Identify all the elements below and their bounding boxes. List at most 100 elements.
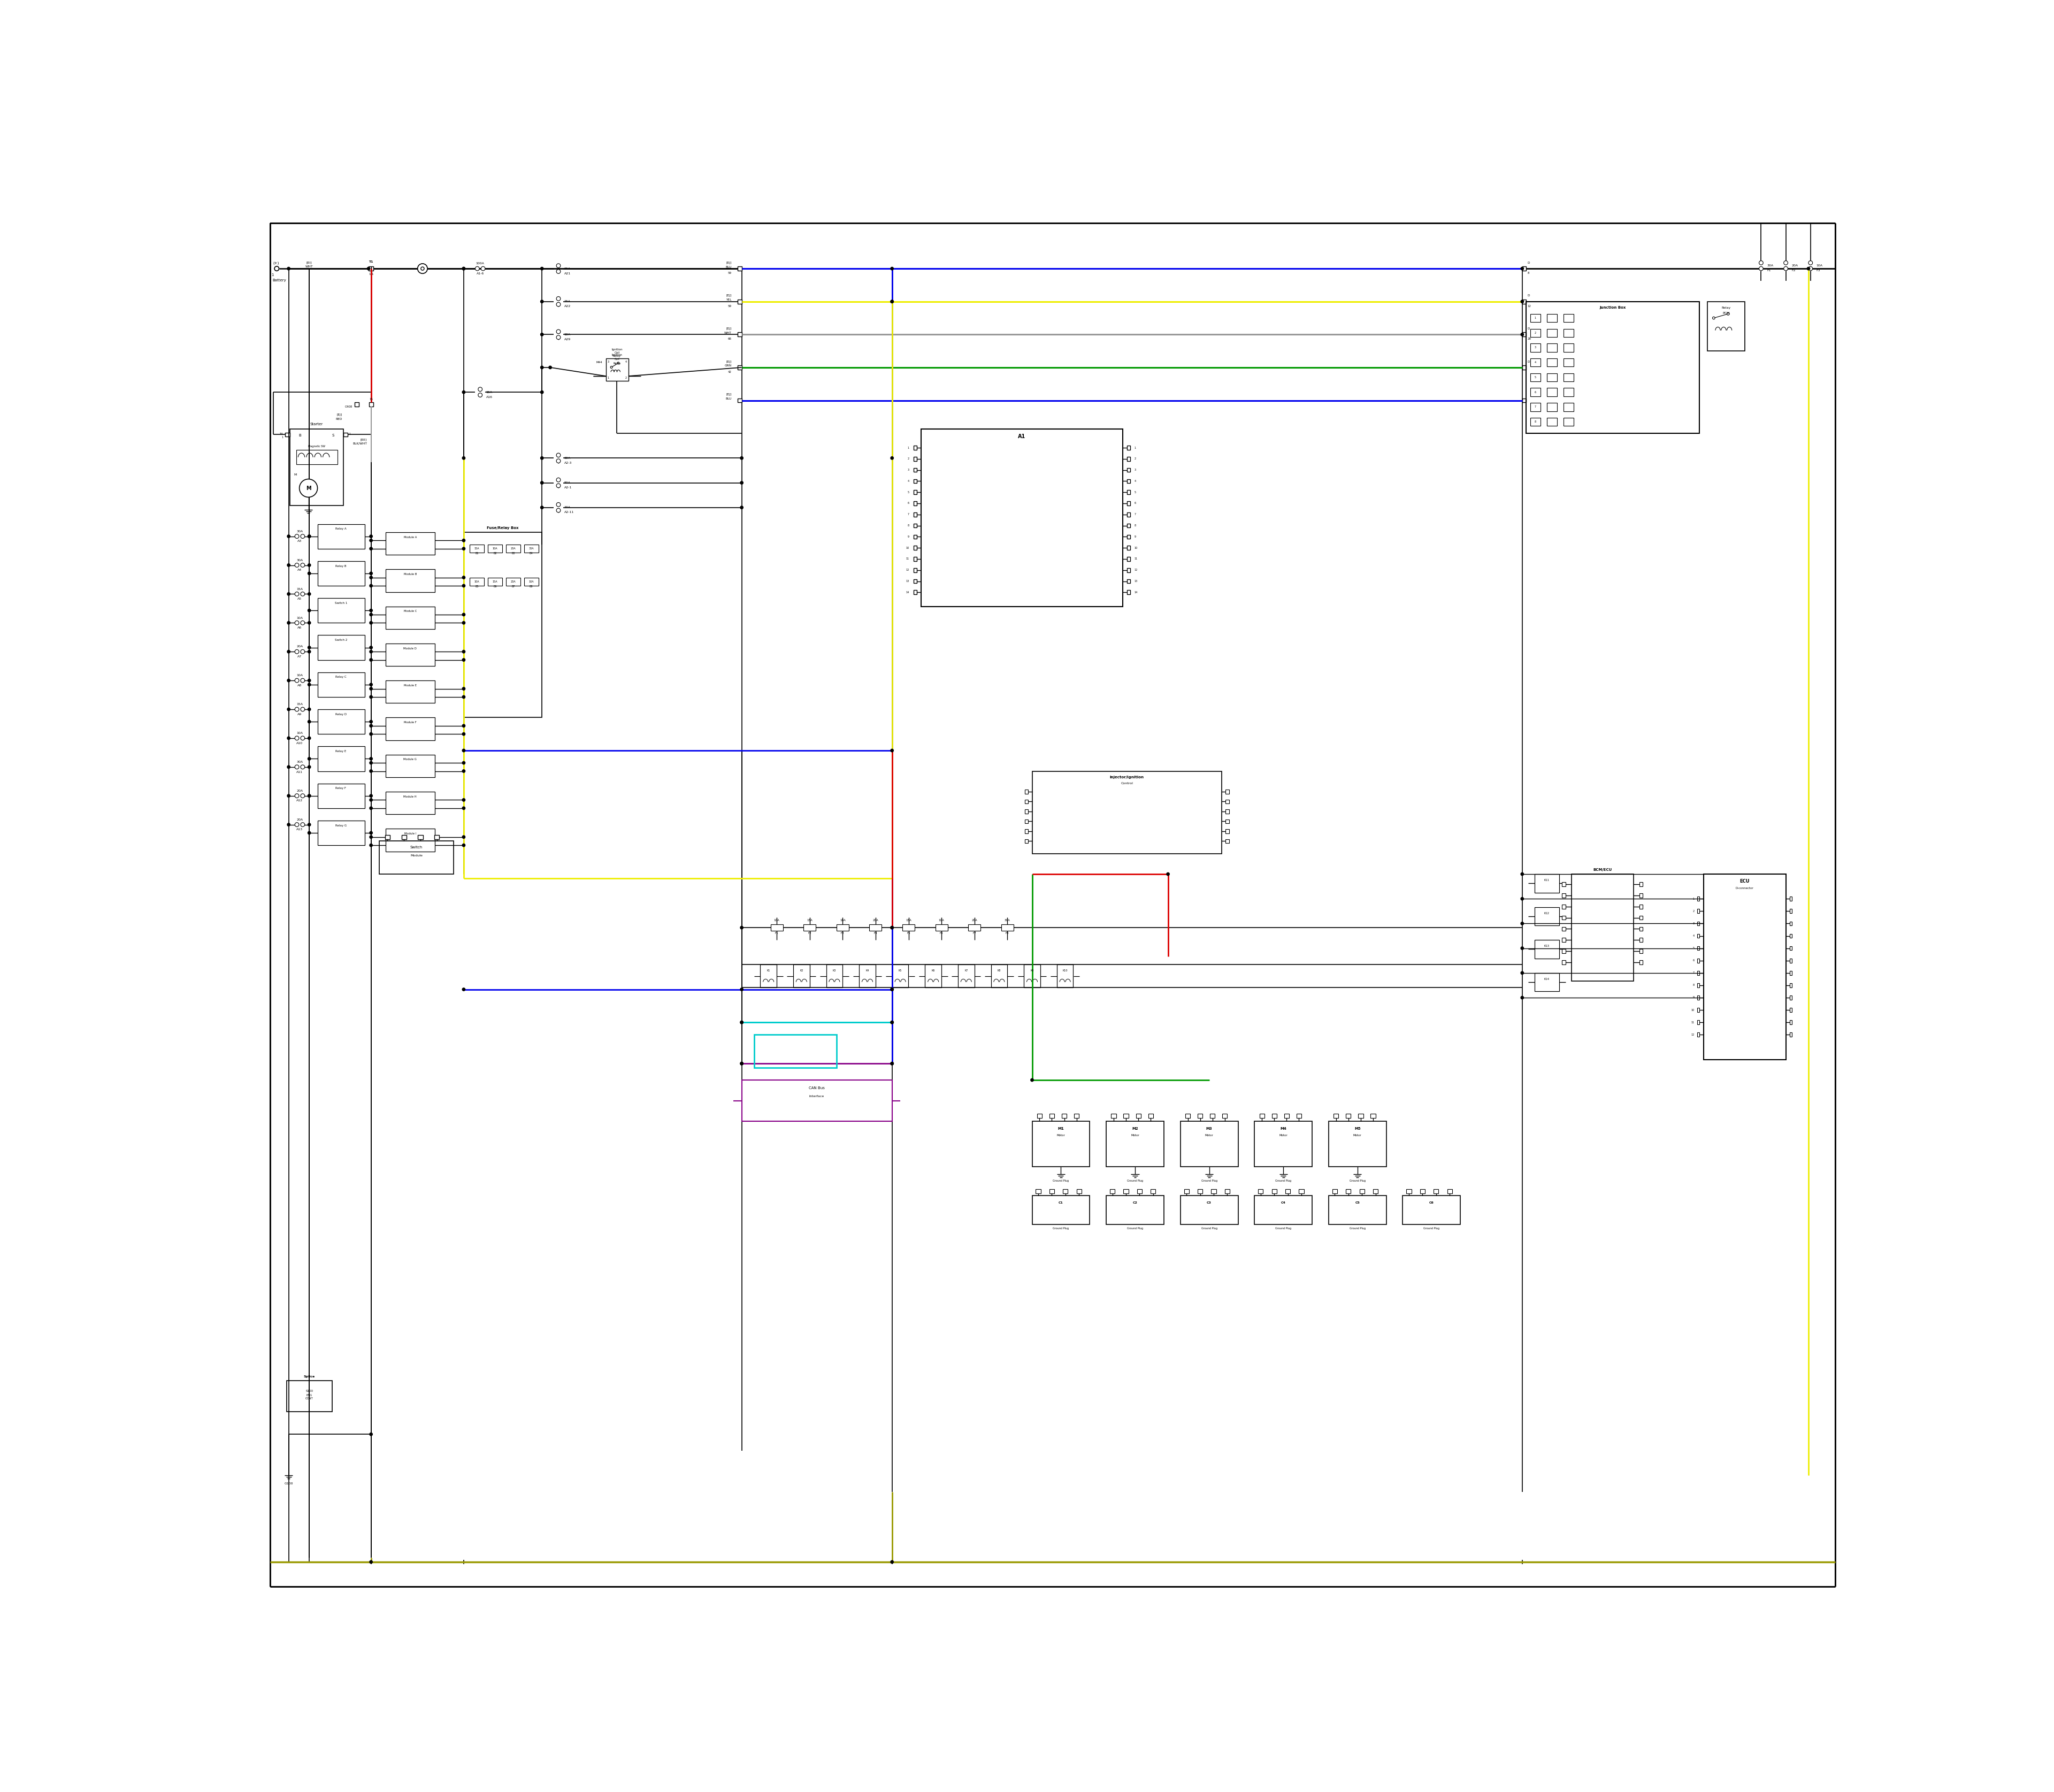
Bar xyxy=(1226,790,1228,794)
Text: A9: A9 xyxy=(298,713,302,715)
Text: 15A: 15A xyxy=(807,919,813,921)
Bar xyxy=(1023,964,1039,987)
Text: A1: A1 xyxy=(1019,434,1025,439)
Text: Ground Plug: Ground Plug xyxy=(1128,1179,1144,1183)
Circle shape xyxy=(288,737,290,740)
Bar xyxy=(1296,1115,1302,1118)
Bar xyxy=(1530,314,1540,323)
Bar xyxy=(1329,1195,1386,1224)
Circle shape xyxy=(308,683,310,686)
Circle shape xyxy=(370,806,372,810)
Bar xyxy=(914,468,916,471)
Circle shape xyxy=(557,263,561,267)
Text: A22: A22 xyxy=(565,305,571,308)
Bar xyxy=(967,925,980,930)
Text: 11: 11 xyxy=(906,557,910,561)
Text: M1: M1 xyxy=(1058,1127,1064,1131)
Circle shape xyxy=(296,708,300,711)
Text: 15A: 15A xyxy=(296,702,304,706)
Bar xyxy=(1226,819,1228,823)
Text: Relay: Relay xyxy=(612,355,620,357)
Text: 10A: 10A xyxy=(774,919,781,921)
Text: K12: K12 xyxy=(1545,912,1549,914)
Text: A8: A8 xyxy=(298,685,302,686)
Bar xyxy=(793,964,809,987)
Text: Ground Plug: Ground Plug xyxy=(1349,1228,1366,1229)
Bar xyxy=(1448,1190,1452,1193)
Text: C6: C6 xyxy=(1430,1201,1434,1204)
Circle shape xyxy=(891,457,893,459)
Bar xyxy=(1025,810,1027,814)
Bar xyxy=(1789,1020,1791,1025)
Bar xyxy=(1547,418,1557,426)
Bar xyxy=(1789,921,1791,925)
Text: Relay E: Relay E xyxy=(335,751,347,753)
Circle shape xyxy=(308,534,310,538)
Bar xyxy=(1563,894,1565,898)
Text: Relay B: Relay B xyxy=(335,564,347,568)
Text: Module I: Module I xyxy=(405,831,417,835)
Bar xyxy=(1571,874,1633,982)
Circle shape xyxy=(370,758,372,760)
Text: Relay F: Relay F xyxy=(335,787,347,790)
Bar xyxy=(1639,937,1643,943)
Circle shape xyxy=(1520,946,1524,950)
Text: 12: 12 xyxy=(1134,568,1138,572)
Bar xyxy=(1639,882,1643,887)
Bar xyxy=(1210,1115,1216,1118)
Text: Ground Plug: Ground Plug xyxy=(1423,1228,1440,1229)
Bar xyxy=(318,783,366,808)
Text: 10: 10 xyxy=(1134,547,1138,548)
Bar xyxy=(1789,909,1791,914)
Circle shape xyxy=(370,658,372,661)
Text: 1: 1 xyxy=(271,274,273,276)
Text: B: B xyxy=(300,434,302,437)
Circle shape xyxy=(370,534,372,538)
Circle shape xyxy=(891,299,893,303)
Circle shape xyxy=(288,622,290,624)
Bar xyxy=(1697,984,1699,987)
Text: Motor: Motor xyxy=(1132,1134,1140,1136)
Bar xyxy=(1124,1115,1128,1118)
Text: F5: F5 xyxy=(906,932,910,935)
Bar xyxy=(1707,301,1744,351)
Circle shape xyxy=(370,769,372,772)
Circle shape xyxy=(557,459,561,462)
Bar xyxy=(370,403,374,407)
Text: 20A: 20A xyxy=(511,581,516,582)
Text: 20A: 20A xyxy=(565,505,571,509)
Circle shape xyxy=(739,1021,744,1023)
Text: Coil: Coil xyxy=(614,358,620,360)
Circle shape xyxy=(557,509,561,513)
Text: 10A: 10A xyxy=(840,919,846,921)
Text: S: S xyxy=(333,434,335,437)
Circle shape xyxy=(891,926,893,928)
Text: Magnetic SW: Magnetic SW xyxy=(308,444,325,448)
Text: Module C: Module C xyxy=(405,609,417,613)
Text: Switch 2: Switch 2 xyxy=(335,638,347,642)
Bar xyxy=(1058,964,1074,987)
Text: B4: B4 xyxy=(530,552,532,556)
Circle shape xyxy=(540,333,544,335)
Text: D: D xyxy=(1528,294,1530,297)
Bar xyxy=(914,557,916,561)
Bar xyxy=(1563,328,1573,337)
Text: 12: 12 xyxy=(1690,1034,1695,1036)
Text: 20A: 20A xyxy=(1791,265,1797,267)
Circle shape xyxy=(548,366,553,369)
Text: A3: A3 xyxy=(298,539,302,543)
Circle shape xyxy=(1808,267,1810,271)
Text: 10A: 10A xyxy=(528,581,534,582)
Text: [EJ]: [EJ] xyxy=(725,262,731,263)
Bar xyxy=(1697,971,1699,975)
Circle shape xyxy=(370,683,372,686)
Bar xyxy=(1360,1190,1364,1193)
Text: F8: F8 xyxy=(1006,932,1009,935)
Bar xyxy=(1522,333,1526,337)
Circle shape xyxy=(462,575,464,579)
Circle shape xyxy=(1520,923,1524,925)
Bar xyxy=(318,747,366,771)
Text: K9: K9 xyxy=(1031,969,1033,973)
Bar xyxy=(914,579,916,582)
Circle shape xyxy=(370,572,372,575)
